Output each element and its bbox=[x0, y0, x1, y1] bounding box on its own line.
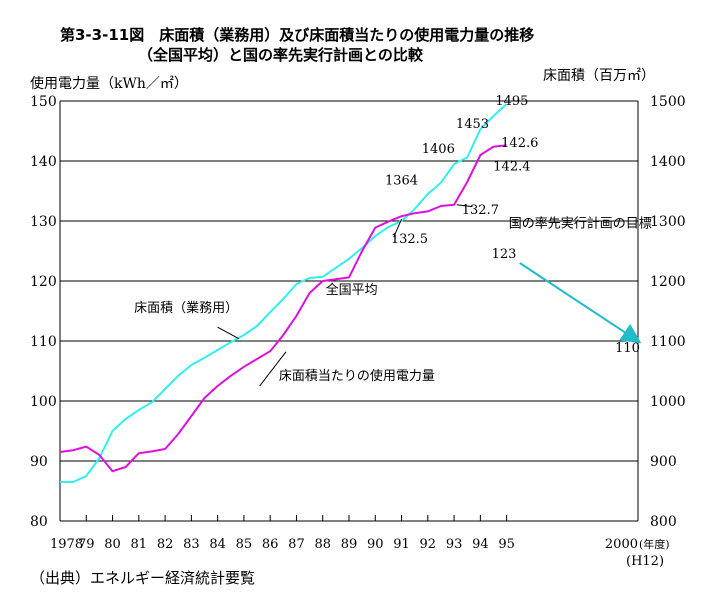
series-target-arrow bbox=[519, 262, 642, 344]
y-tick-label-left: 110 bbox=[30, 334, 57, 350]
x-tick-label: 89 bbox=[341, 537, 358, 552]
x-tick-label: 94 bbox=[472, 537, 489, 552]
leader-floor-area bbox=[217, 326, 239, 340]
y-tick-label-right: 1100 bbox=[650, 334, 686, 350]
floor-area-series-label: 床面積（業務用） bbox=[134, 300, 238, 316]
x-tick-label: 90 bbox=[367, 537, 384, 552]
x-tick-label: 80 bbox=[104, 537, 121, 552]
y-tick-label-left: 90 bbox=[30, 454, 48, 470]
x-tick-label: 95 bbox=[498, 537, 515, 552]
x-era-label: (H12) bbox=[626, 554, 664, 569]
x-tick-label: 83 bbox=[183, 537, 200, 552]
leader-132-5 bbox=[393, 218, 403, 238]
x-tick-label: 93 bbox=[446, 537, 463, 552]
y-tick-label-right: 900 bbox=[650, 454, 677, 470]
x-tick-label: 85 bbox=[236, 537, 253, 552]
data-label-floor-1364: 1364 bbox=[385, 173, 418, 188]
data-label-power-142-4: 142.4 bbox=[493, 160, 530, 175]
series-floor-area-line bbox=[60, 103, 508, 483]
y-axis-title-right: 床面積（百万㎡） bbox=[543, 68, 655, 84]
x-tick-label: 84 bbox=[209, 537, 226, 552]
data-label-power-132-7: 132.7 bbox=[462, 203, 499, 218]
y-tick-label-left: 100 bbox=[30, 394, 57, 410]
y-tick-label-right: 800 bbox=[650, 514, 677, 530]
x-tick-label: 82 bbox=[157, 537, 174, 552]
data-label-floor-1453: 1453 bbox=[456, 117, 489, 132]
y-tick-label-left: 120 bbox=[30, 274, 57, 290]
leader-132-7 bbox=[456, 204, 473, 208]
x-tick-label: 2000 bbox=[605, 537, 638, 552]
y-tick-label-left: 80 bbox=[30, 514, 48, 530]
y-tick-label-right: 1500 bbox=[650, 94, 686, 110]
x-year-unit: (年度) bbox=[639, 537, 670, 551]
chart-title-line2: （全国平均）と国の率先実行計画との比較 bbox=[138, 46, 423, 64]
series-power-per-area-line bbox=[59, 144, 507, 473]
y-axis-title-left: 使用電力量（kWh／㎡） bbox=[30, 75, 188, 92]
y-tick-label-left: 140 bbox=[30, 154, 57, 170]
x-tick-label: 88 bbox=[314, 537, 331, 552]
x-tick-label: 86 bbox=[262, 537, 279, 552]
x-tick-label: 91 bbox=[393, 537, 410, 552]
y-tick-label-right: 1400 bbox=[650, 154, 686, 170]
data-label-floor-1495: 1495 bbox=[495, 94, 528, 109]
y-tick-label-right: 1300 bbox=[650, 214, 686, 230]
power-per-area-series-label: 床面積当たりの使用電力量 bbox=[279, 368, 435, 384]
y-tick-label-left: 130 bbox=[30, 214, 57, 230]
y-tick-label-right: 1000 bbox=[650, 394, 686, 410]
chart-title-line1: 第3-3-11図 床面積（業務用）及び床面積当たりの使用電力量の推移 bbox=[60, 26, 535, 44]
data-label-floor-1406: 1406 bbox=[422, 142, 455, 157]
x-tick-label: 79 bbox=[78, 537, 95, 552]
y-tick-label-right: 1200 bbox=[650, 274, 686, 290]
source-note: （出典）エネルギー経済統計要覧 bbox=[30, 569, 256, 587]
data-label-target-123: 123 bbox=[492, 247, 517, 262]
data-label-power-132-5: 132.5 bbox=[391, 232, 428, 247]
target-series-label: 国の率先実行計画の目標 bbox=[509, 216, 652, 232]
x-tick-label: 81 bbox=[131, 537, 148, 552]
x-tick-label: 1978 bbox=[50, 537, 83, 552]
x-tick-label: 87 bbox=[288, 537, 305, 552]
y-tick-label-left: 150 bbox=[30, 94, 57, 110]
data-label-power-142-6: 142.6 bbox=[501, 136, 538, 151]
x-tick-label: 92 bbox=[420, 537, 437, 552]
leader-power-per-area bbox=[259, 351, 287, 387]
data-label-target-110: 110 bbox=[615, 341, 640, 356]
national-average-label: 全国平均 bbox=[326, 282, 378, 298]
